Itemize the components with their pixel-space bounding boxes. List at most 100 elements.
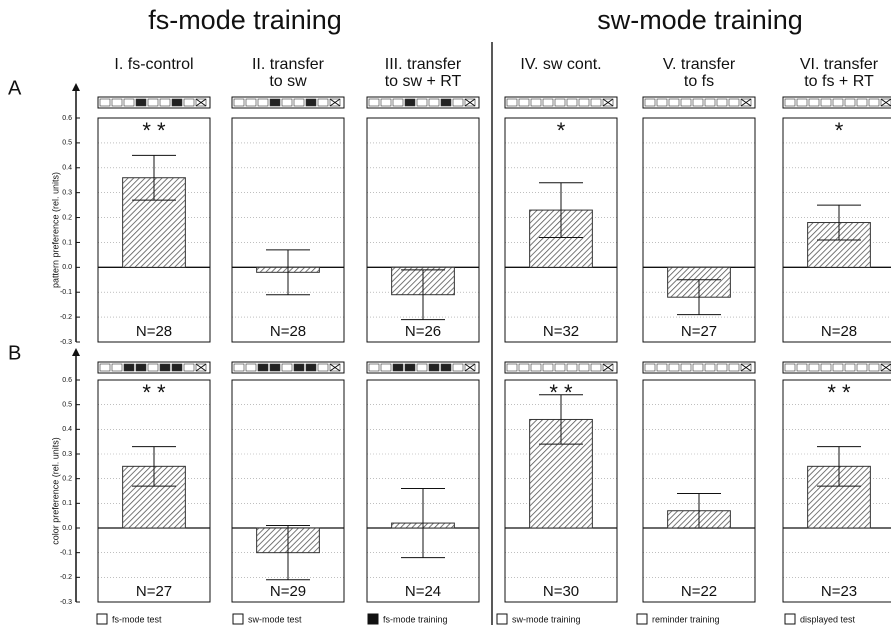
strip-cell (518, 363, 530, 372)
n-label: N=24 (405, 583, 441, 600)
strip-cell (404, 98, 416, 107)
strip-cell (111, 363, 123, 372)
n-label: N=22 (681, 583, 717, 600)
y-axis-arrow (72, 83, 80, 91)
n-label: N=28 (821, 323, 857, 340)
row-label: B (8, 342, 21, 364)
significance: * * (142, 118, 166, 143)
strip-cell (183, 363, 195, 372)
strip-cell (692, 363, 704, 372)
legend-symbol (636, 613, 648, 625)
strip-cell (844, 98, 856, 107)
significance: * (557, 118, 566, 143)
strip-cell (578, 98, 590, 107)
y-tick-label: 0.6 (62, 377, 72, 384)
strip-cell (820, 98, 832, 107)
y-tick-label: 0.3 (62, 190, 72, 197)
significance: * * (142, 380, 166, 405)
strip-cell (566, 363, 578, 372)
column-title: III. transfer (385, 56, 462, 73)
strip-cell (728, 363, 740, 372)
strip-cell (257, 98, 269, 107)
strip-x (195, 363, 207, 372)
strip-x (464, 98, 476, 107)
strip-cell (554, 98, 566, 107)
strip-cell (305, 363, 317, 372)
legend-symbol (96, 613, 108, 625)
strip-cell (566, 98, 578, 107)
strip-cell (668, 98, 680, 107)
strip-cell (368, 98, 380, 107)
column-title: to fs (684, 73, 714, 90)
strip-cell (293, 98, 305, 107)
strip-cell (452, 363, 464, 372)
strip-cell (808, 363, 820, 372)
strip-x (195, 98, 207, 107)
n-label: N=30 (543, 583, 579, 600)
strip-cell (123, 363, 135, 372)
strip-cell (590, 363, 602, 372)
legend-symbol (784, 613, 796, 625)
strip-cell (844, 363, 856, 372)
y-axis-label: pattern preference (rel. units) (50, 172, 60, 288)
group-title: sw-mode training (597, 5, 803, 35)
strip-cell (111, 98, 123, 107)
legend-label: fs-mode test (112, 614, 162, 624)
y-tick-label: -0.1 (60, 289, 72, 296)
column-title: VI. transfer (800, 56, 879, 73)
strip-cell (542, 363, 554, 372)
y-tick-label: -0.2 (60, 574, 72, 581)
strip-x (740, 98, 752, 107)
legend-label: fs-mode training (383, 614, 448, 624)
panel-frame (504, 379, 618, 603)
panel-frame (97, 117, 211, 343)
strip-cell (135, 363, 147, 372)
strip-cell (269, 363, 281, 372)
strip-cell (305, 98, 317, 107)
strip-cell (808, 98, 820, 107)
strip-cell (368, 363, 380, 372)
strip-cell (317, 98, 329, 107)
significance: * * (827, 380, 851, 405)
strip-x (740, 363, 752, 372)
strip-x (880, 98, 891, 107)
y-tick-label: 0.6 (62, 115, 72, 122)
strip-cell (404, 363, 416, 372)
strip-cell (578, 363, 590, 372)
panel-frame (97, 379, 211, 603)
y-tick-label: 0.5 (62, 402, 72, 409)
panel-frame (366, 117, 480, 343)
strip-cell (392, 98, 404, 107)
strip-cell (416, 363, 428, 372)
strip-cell (159, 363, 171, 372)
strip-cell (530, 98, 542, 107)
strip-cell (317, 363, 329, 372)
strip-cell (590, 98, 602, 107)
strip-cell (293, 363, 305, 372)
n-label: N=28 (136, 323, 172, 340)
strip-cell (656, 363, 668, 372)
strip-x (602, 363, 614, 372)
strip-cell (257, 363, 269, 372)
y-tick-label: 0.4 (62, 165, 72, 172)
strip-cell (183, 98, 195, 107)
strip-cell (868, 363, 880, 372)
strip-cell (820, 363, 832, 372)
strip-cell (245, 363, 257, 372)
legend-symbol (496, 613, 508, 625)
strip-cell (452, 98, 464, 107)
strip-cell (796, 363, 808, 372)
strip-cell (159, 98, 171, 107)
strip-cell (554, 363, 566, 372)
strip-cell (135, 98, 147, 107)
strip-cell (123, 98, 135, 107)
y-tick-label: 0.2 (62, 214, 72, 221)
y-tick-label: 0.0 (62, 264, 72, 271)
y-tick-label: 0.3 (62, 451, 72, 458)
legend-label: reminder training (652, 614, 720, 624)
strip-x (880, 363, 891, 372)
column-title: to fs + RT (804, 73, 874, 90)
strip-cell (440, 363, 452, 372)
y-tick-label: 0.0 (62, 525, 72, 532)
